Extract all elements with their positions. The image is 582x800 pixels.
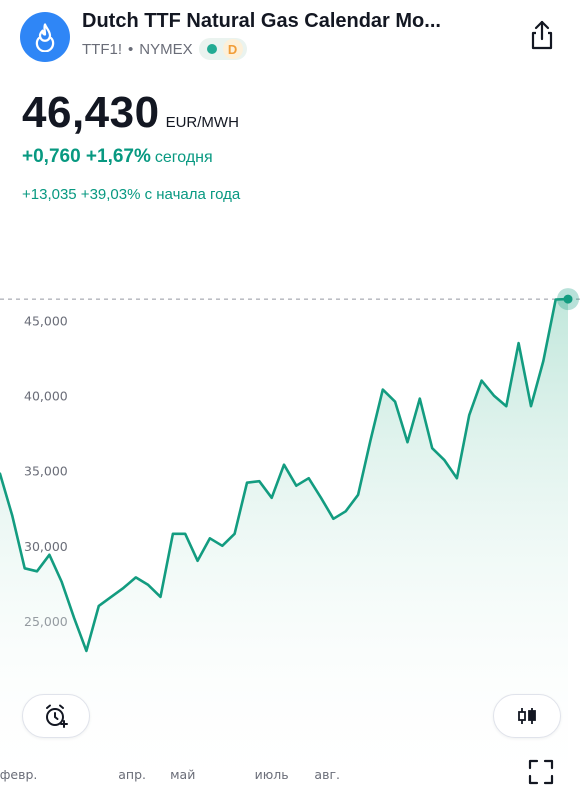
x-tick-label: февр.: [0, 767, 37, 782]
alarm-add-icon: [46, 704, 68, 728]
price-chart[interactable]: 45,00040,00035,00030,00025,000февр.апр.м…: [0, 240, 582, 800]
y-tick-label: 40,000: [24, 389, 68, 404]
symbol-subtitle: TTF1! • NYMEX D: [82, 38, 247, 60]
share-button[interactable]: [526, 18, 558, 52]
symbol-title: Dutch TTF Natural Gas Calendar Mo...: [82, 10, 441, 32]
change-ytd: +13,035 +39,03% с начала года: [22, 186, 241, 203]
exchange-label: NYMEX: [139, 40, 193, 58]
x-tick-label: июль: [255, 767, 289, 782]
flame-icon: [20, 12, 70, 62]
change-today-value: +0,760 +1,67%: [22, 146, 151, 167]
currency-label: EUR/MWH: [165, 114, 239, 131]
y-tick-label: 35,000: [24, 464, 68, 479]
price-line: [0, 297, 570, 653]
add-alert-button[interactable]: [22, 694, 90, 738]
x-tick-label: май: [170, 767, 195, 782]
ticker-label: TTF1!: [82, 40, 122, 58]
market-status-dot: [206, 44, 217, 54]
change-today-label: сегодня: [154, 149, 213, 166]
candlestick-icon: [518, 708, 536, 724]
x-tick-label: апр.: [118, 767, 146, 782]
price-block: 46,430 EUR/MWH: [22, 88, 239, 138]
share-icon: [531, 20, 553, 50]
symbol-header: Dutch TTF Natural Gas Calendar Mo... TTF…: [0, 0, 582, 80]
last-price: 46,430: [22, 88, 160, 137]
fullscreen-button[interactable]: [527, 758, 555, 786]
last-point: [563, 294, 573, 304]
x-tick-label: авг.: [314, 767, 340, 782]
chart-type-button[interactable]: [493, 694, 561, 738]
y-tick-label: 45,000: [24, 314, 68, 329]
status-badges: D: [198, 38, 247, 60]
change-today: +0,760 +1,67% сегодня: [22, 146, 213, 168]
separator: •: [128, 40, 134, 58]
y-tick-label: 30,000: [24, 539, 68, 554]
delayed-badge: D: [222, 39, 243, 59]
fullscreen-icon: [528, 759, 554, 785]
